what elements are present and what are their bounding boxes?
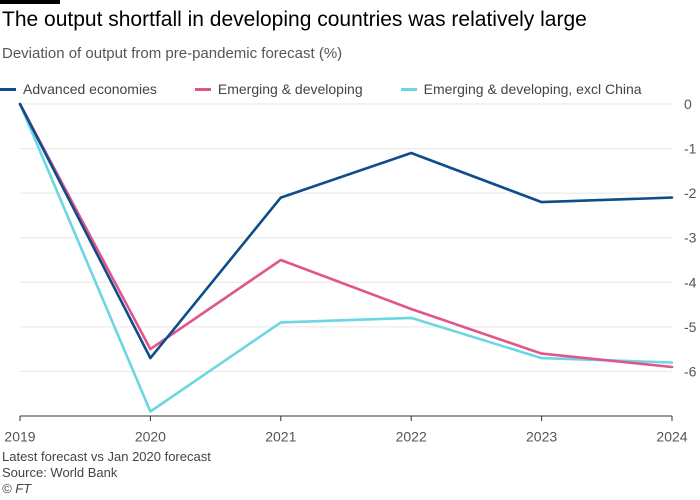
series-line-excl-china	[18, 102, 674, 413]
series-line-advanced	[18, 102, 674, 360]
x-tick-label: 2023	[526, 428, 557, 444]
legend-swatch-advanced	[0, 87, 16, 91]
axis-layer: 0 -1 -2 -3 -4 -5 -6 2019 2020 2021 2022 2023 2024	[4, 96, 696, 444]
ft-top-accent-bar	[0, 0, 60, 4]
x-tick-label: 2024	[656, 428, 687, 444]
legend-label-excl-china: Emerging & developing, excl China	[423, 81, 642, 97]
chart-legend: Advanced economies Emerging & developing…	[0, 80, 680, 98]
y-tick-label: 0	[684, 96, 692, 112]
y-tick-label: -4	[684, 274, 697, 290]
series-line-emerging	[18, 102, 674, 369]
legend-swatch-emerging	[194, 87, 211, 91]
footer-note: Latest forecast vs Jan 2020 forecast	[2, 449, 211, 464]
footer-copyright: © FT	[2, 481, 32, 496]
chart-footer: Latest forecast vs Jan 2020 forecast Sou…	[2, 449, 211, 497]
grid-layer	[20, 103, 672, 372]
x-tick-label: 2019	[4, 428, 35, 444]
chart-subtitle: Deviation of output from pre-pandemic fo…	[2, 45, 343, 62]
y-tick-label: -6	[684, 363, 697, 379]
x-tick-label: 2022	[396, 428, 427, 444]
legend-label-emerging: Emerging & developing	[217, 81, 363, 97]
y-tick-label: -1	[684, 141, 697, 157]
series-layer	[18, 102, 674, 413]
y-tick-label: -3	[684, 230, 697, 246]
x-tick-label: 2020	[135, 428, 166, 444]
y-tick-label: -5	[684, 319, 697, 335]
chart-title: The output shortfall in developing count…	[2, 8, 587, 31]
legend-swatch-excl-china	[400, 87, 417, 91]
legend-item-advanced: Advanced economies	[0, 81, 157, 97]
legend-item-excl-china: Emerging & developing, excl China	[400, 81, 642, 97]
y-tick-label: -2	[684, 185, 697, 201]
footer-source: Source: World Bank	[2, 465, 118, 480]
x-tick-label: 2021	[265, 428, 296, 444]
legend-item-emerging: Emerging & developing	[194, 81, 363, 97]
legend-label-advanced: Advanced economies	[23, 81, 157, 97]
